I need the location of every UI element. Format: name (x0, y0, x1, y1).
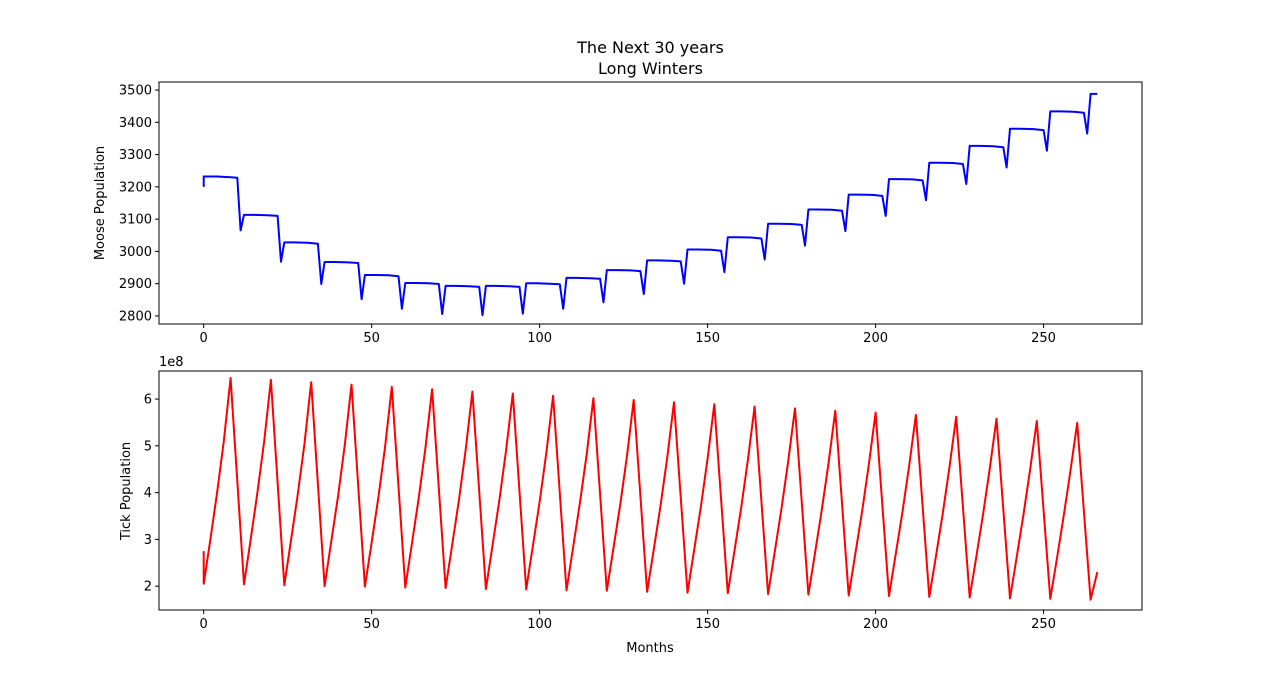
axes-frame (158, 81, 1143, 325)
tick-population-axes: 0 50 100 150 200 250 2 3 4 5 6 (144, 370, 1143, 632)
y-tick-label: 3500 (119, 84, 152, 99)
x-tick-label: 0 (200, 331, 208, 346)
y-tick-label: 5 (144, 439, 152, 454)
y-tick-label: 2800 (119, 309, 152, 324)
y-tick-label: 3400 (119, 116, 152, 131)
x-tick-label: 200 (863, 331, 888, 346)
x-axis-label: Months (626, 641, 674, 656)
moose-population-axes: 0 50 100 150 200 250 2800 2900 3000 3100 3200 3300 3… (119, 81, 1143, 346)
tick-offset-label: 1e8 (159, 355, 184, 370)
figure-title-line2: Long Winters (598, 59, 703, 78)
x-tick-label: 100 (527, 617, 552, 632)
moose-ylabel: Moose Population (93, 146, 108, 260)
y-tick-label: 4 (144, 486, 152, 501)
x-tick-label: 0 (200, 617, 208, 632)
y-tick-label: 2 (144, 580, 152, 595)
x-tick-label: 250 (1031, 331, 1056, 346)
x-tick-label: 100 (527, 331, 552, 346)
x-tick-label: 150 (695, 331, 720, 346)
x-tick-label: 50 (363, 331, 380, 346)
tick-ylabel: Tick Population (119, 442, 134, 541)
y-tick-label: 3200 (119, 180, 152, 195)
y-tick-label: 3100 (119, 213, 152, 228)
series-line (202, 92, 1098, 317)
x-tick-label: 150 (695, 617, 720, 632)
axes-frame (158, 370, 1143, 611)
figure-title-line1: The Next 30 years (576, 38, 724, 57)
y-tick-label: 3000 (119, 245, 152, 260)
x-tick-label: 200 (863, 617, 888, 632)
y-tick-label: 6 (144, 393, 152, 408)
x-tick-label: 50 (363, 617, 380, 632)
x-tick-label: 250 (1031, 617, 1056, 632)
y-tick-label: 3 (144, 533, 152, 548)
series-line (202, 377, 1099, 601)
y-tick-label: 3300 (119, 148, 152, 163)
y-tick-label: 2900 (119, 277, 152, 292)
